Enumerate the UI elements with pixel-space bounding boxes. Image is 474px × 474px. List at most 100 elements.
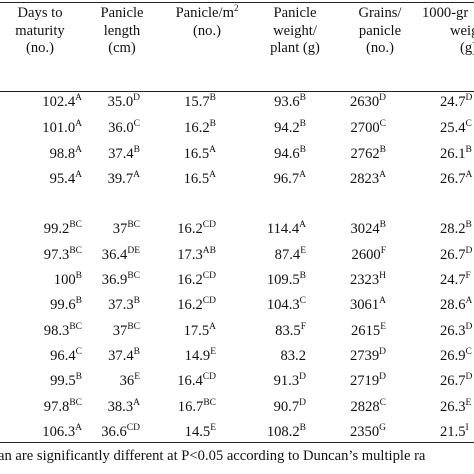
length-cell: 37BC [113,220,140,238]
weight-cell: 93.6B [274,93,306,111]
days-cell: 101.0A [42,119,82,137]
cell-value: 36.4 [101,247,128,263]
significance-letter: A [133,170,140,180]
cell-value: 102.4 [42,94,76,110]
significance-letter: B [299,145,306,155]
grains-cell: 3061A [350,296,386,314]
days-cell: 97.3BC [44,246,82,264]
significance-letter: A [465,296,473,306]
cell-value: 35.0 [107,94,134,110]
significance-letter: B [209,119,216,129]
weight-cell: 87.4E [275,246,306,264]
per-m2-cell: 16.2CD [177,296,216,314]
per-m2-cell: 16.7BC [178,398,216,416]
grain-weight-cell: 21.5I [440,423,469,441]
cell-value: 2823 [349,171,380,187]
grains-cell: 3024B [350,220,386,238]
significance-letter: B [465,220,472,230]
significance-letter: BC [203,398,216,408]
grain-weight-cell: 28.6A [440,296,472,314]
significance-letter: E [465,398,472,408]
grains-cell: 2630D [350,93,386,111]
cell-value: 90.7 [273,399,300,415]
header-line: Grains/ [358,5,402,21]
header-line: (no.) [193,22,221,39]
significance-letter: E [134,372,140,382]
header-1000-grain-weight: 1000-gr weigh (g) [422,5,474,58]
grains-cell: 2323H [350,271,386,289]
cell-value: 99.2 [43,221,70,237]
cell-value: 2828 [350,399,380,415]
significance-letter: B [299,423,306,433]
significance-letter: E [210,347,216,357]
significance-letter: AB [202,246,216,256]
days-cell: 99.5B [50,372,82,390]
significance-letter: A [209,145,216,155]
cell-value: 14.5 [184,424,211,440]
significance-letter: B [133,347,140,357]
grain-weight-cell: 28.2B [440,220,472,238]
significance-letter: C [299,296,306,306]
cell-value: 2350 [349,424,380,440]
grain-weight-cell: 26.3D [440,322,472,340]
significance-letter: B [465,145,472,155]
cell-value: 26.3 [440,323,466,339]
cell-value: 38.3 [107,399,134,415]
cell-value: 37 [112,323,128,339]
weight-cell: 94.2B [274,119,306,137]
grains-cell: 2762B [350,145,386,163]
grains-cell: 2700C [350,119,386,137]
significance-letter: BC [127,220,140,230]
cell-value: 17.5 [183,323,210,339]
significance-letter: A [209,170,216,180]
cell-value: 99.5 [50,373,76,389]
cell-value: 3024 [350,221,380,237]
grain-weight-cell: 26.7D [440,372,472,390]
significance-letter: E [380,322,386,332]
grain-weight-cell: 26.7D [440,246,472,264]
significance-letter: D [379,372,386,382]
grains-cell: 2350G [350,423,386,441]
cell-value: 26.3 [440,399,466,415]
header-line: 1000-gr [422,5,469,21]
significance-letter: B [75,296,82,306]
days-cell: 96.4C [50,347,82,365]
weight-cell: 96.7A [274,170,306,188]
header-line: (no.) [366,40,394,56]
significance-letter: B [75,372,82,382]
cell-value: 100 [53,272,76,288]
grains-cell: 2615E [351,322,386,340]
cell-value: 83.5 [275,323,301,339]
significance-letter: A [75,423,82,433]
significance-letter: BC [69,398,82,408]
table-top-rule [0,2,474,3]
significance-letter: B [299,119,306,129]
significance-letter: DE [127,246,140,256]
cell-value: 17.3 [177,247,203,263]
length-cell: 36.9BC [102,271,140,289]
significance-letter: D [465,93,473,103]
cell-value: 98.8 [49,146,76,162]
cell-value: 96.7 [273,171,300,187]
table-bottom-rule [0,442,474,443]
weight-cell: 94.6B [274,145,306,163]
days-cell: 99.2BC [44,220,82,238]
header-line: (cm) [108,40,136,56]
per-m2-cell: 16.5A [184,145,216,163]
significance-letter: CD [126,423,140,433]
cell-value: 2739 [349,348,380,364]
cell-value: 2719 [349,373,380,389]
header-panicle-length: Panicle length (cm) [80,5,164,58]
weight-cell: 83.2 [280,347,306,365]
length-cell: 36.4DE [102,246,140,264]
per-m2-cell: 16.2CD [177,271,216,289]
significance-letter: A [75,170,82,180]
cell-value: 36.9 [101,272,128,288]
cell-value: 2762 [350,146,380,162]
significance-letter: B [299,93,306,103]
cell-value: 97.3 [43,247,70,263]
days-cell: 98.3BC [44,322,82,340]
weight-cell: 108.2B [267,423,306,441]
significance-letter: B [133,296,140,306]
